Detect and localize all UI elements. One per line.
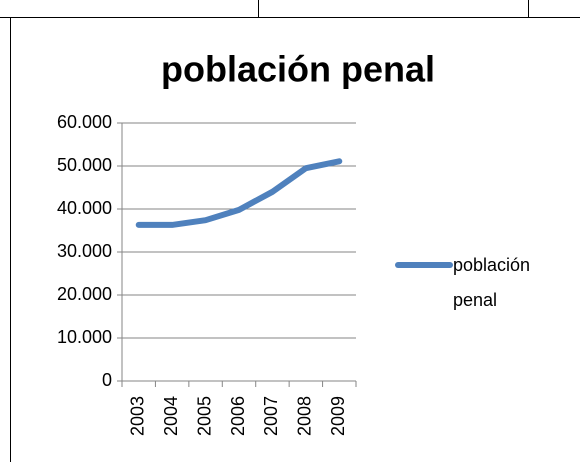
y-tick-label: 0 — [102, 370, 112, 390]
x-tick-label: 2007 — [261, 396, 281, 436]
chart-title: población penal — [161, 49, 435, 90]
x-tick-label: 2004 — [161, 396, 181, 436]
x-tick-label: 2006 — [228, 396, 248, 436]
y-tick-label: 30.000 — [57, 241, 112, 261]
x-tick-label: 2003 — [127, 396, 147, 436]
x-tick-label: 2005 — [194, 396, 214, 436]
y-tick-label: 20.000 — [57, 284, 112, 304]
y-tick-label: 60.000 — [57, 112, 112, 132]
x-tick-label: 2009 — [328, 396, 348, 436]
x-tick-label: 2008 — [295, 396, 315, 436]
y-tick-label: 50.000 — [57, 155, 112, 175]
legend-label: población penal — [453, 255, 531, 310]
y-tick-label: 10.000 — [57, 327, 112, 347]
line-series — [135, 158, 343, 228]
y-tick-label: 40.000 — [57, 198, 112, 218]
